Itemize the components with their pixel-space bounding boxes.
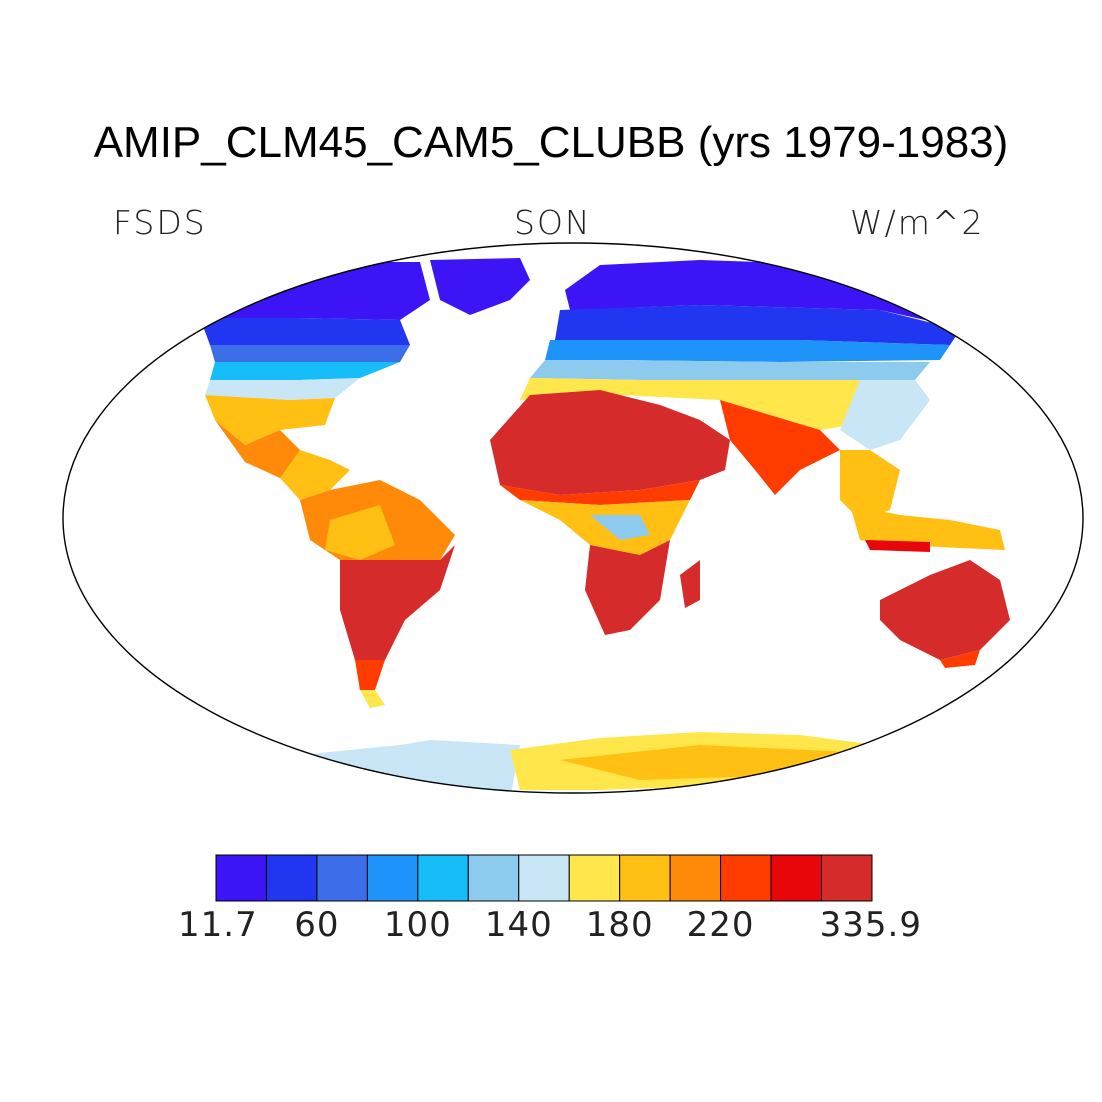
map-title: AMIP_CLM45_CAM5_CLUBB (yrs 1979-1983) — [93, 118, 1009, 167]
africa-congo — [590, 515, 650, 540]
colorbar-tick-label: 140 — [484, 905, 553, 945]
map-outline — [62, 242, 1084, 794]
africa-north — [490, 390, 730, 495]
colorbar-swatch — [619, 854, 671, 902]
colorbar-swatch — [720, 854, 772, 902]
colorbar-tick-label: 180 — [585, 905, 654, 945]
colorbar-swatch — [568, 854, 621, 902]
colorbar-swatch — [467, 854, 520, 902]
north-america-band-3 — [210, 345, 410, 362]
variable-label: FSDS — [113, 203, 207, 242]
central-america-region — [280, 450, 350, 500]
antarctica-west — [200, 740, 520, 793]
map-field — [140, 258, 1050, 793]
north-america-band-6 — [205, 395, 335, 445]
season-label: SON — [514, 203, 592, 242]
colorbar-tick-label: 335.9 — [819, 905, 922, 945]
colorbar-swatch — [669, 854, 722, 902]
eurasia-band-3 — [545, 340, 950, 362]
colorbar-swatch — [417, 854, 469, 902]
units-label: W/m^2 — [850, 203, 985, 242]
colorbar-swatch — [366, 854, 419, 902]
greenland-region — [430, 258, 530, 315]
north-america-band-4 — [210, 362, 400, 380]
indonesia-region — [850, 505, 1005, 550]
colorbar-swatch — [215, 854, 267, 902]
colorbar-swatch — [265, 854, 318, 902]
colorbar — [215, 854, 873, 902]
mexico-region — [215, 420, 300, 480]
australia-south — [940, 650, 980, 668]
south-america-core — [340, 545, 455, 660]
australia-region — [880, 560, 1010, 660]
africa-south — [585, 540, 670, 635]
south-america-inner — [325, 505, 395, 560]
east-asia-region — [840, 380, 930, 450]
eurasia-band-4 — [530, 360, 930, 380]
south-america-south — [355, 660, 385, 690]
colorbar-tick-label: 100 — [383, 905, 452, 945]
colorbar-swatch — [316, 854, 368, 902]
colorbar-tick-label: 11.7 — [178, 905, 258, 945]
eurasia-band-5 — [520, 378, 880, 430]
indonesia-red — [865, 540, 930, 552]
patagonia-region — [360, 690, 385, 708]
north-america-band-5 — [205, 378, 360, 400]
colorbar-swatch — [518, 854, 570, 902]
africa-sahel — [500, 480, 700, 505]
southeast-asia-region — [840, 450, 900, 520]
colorbar-tick-label: 220 — [686, 905, 755, 945]
colorbar-swatch — [770, 854, 823, 902]
colorbar-tick-label: 60 — [294, 905, 340, 945]
south-asia-region — [720, 400, 840, 495]
eurasia-band-2 — [555, 305, 960, 345]
colorbar-swatch — [821, 854, 873, 902]
north-america-band-2 — [200, 318, 410, 345]
madagascar-region — [680, 560, 700, 608]
